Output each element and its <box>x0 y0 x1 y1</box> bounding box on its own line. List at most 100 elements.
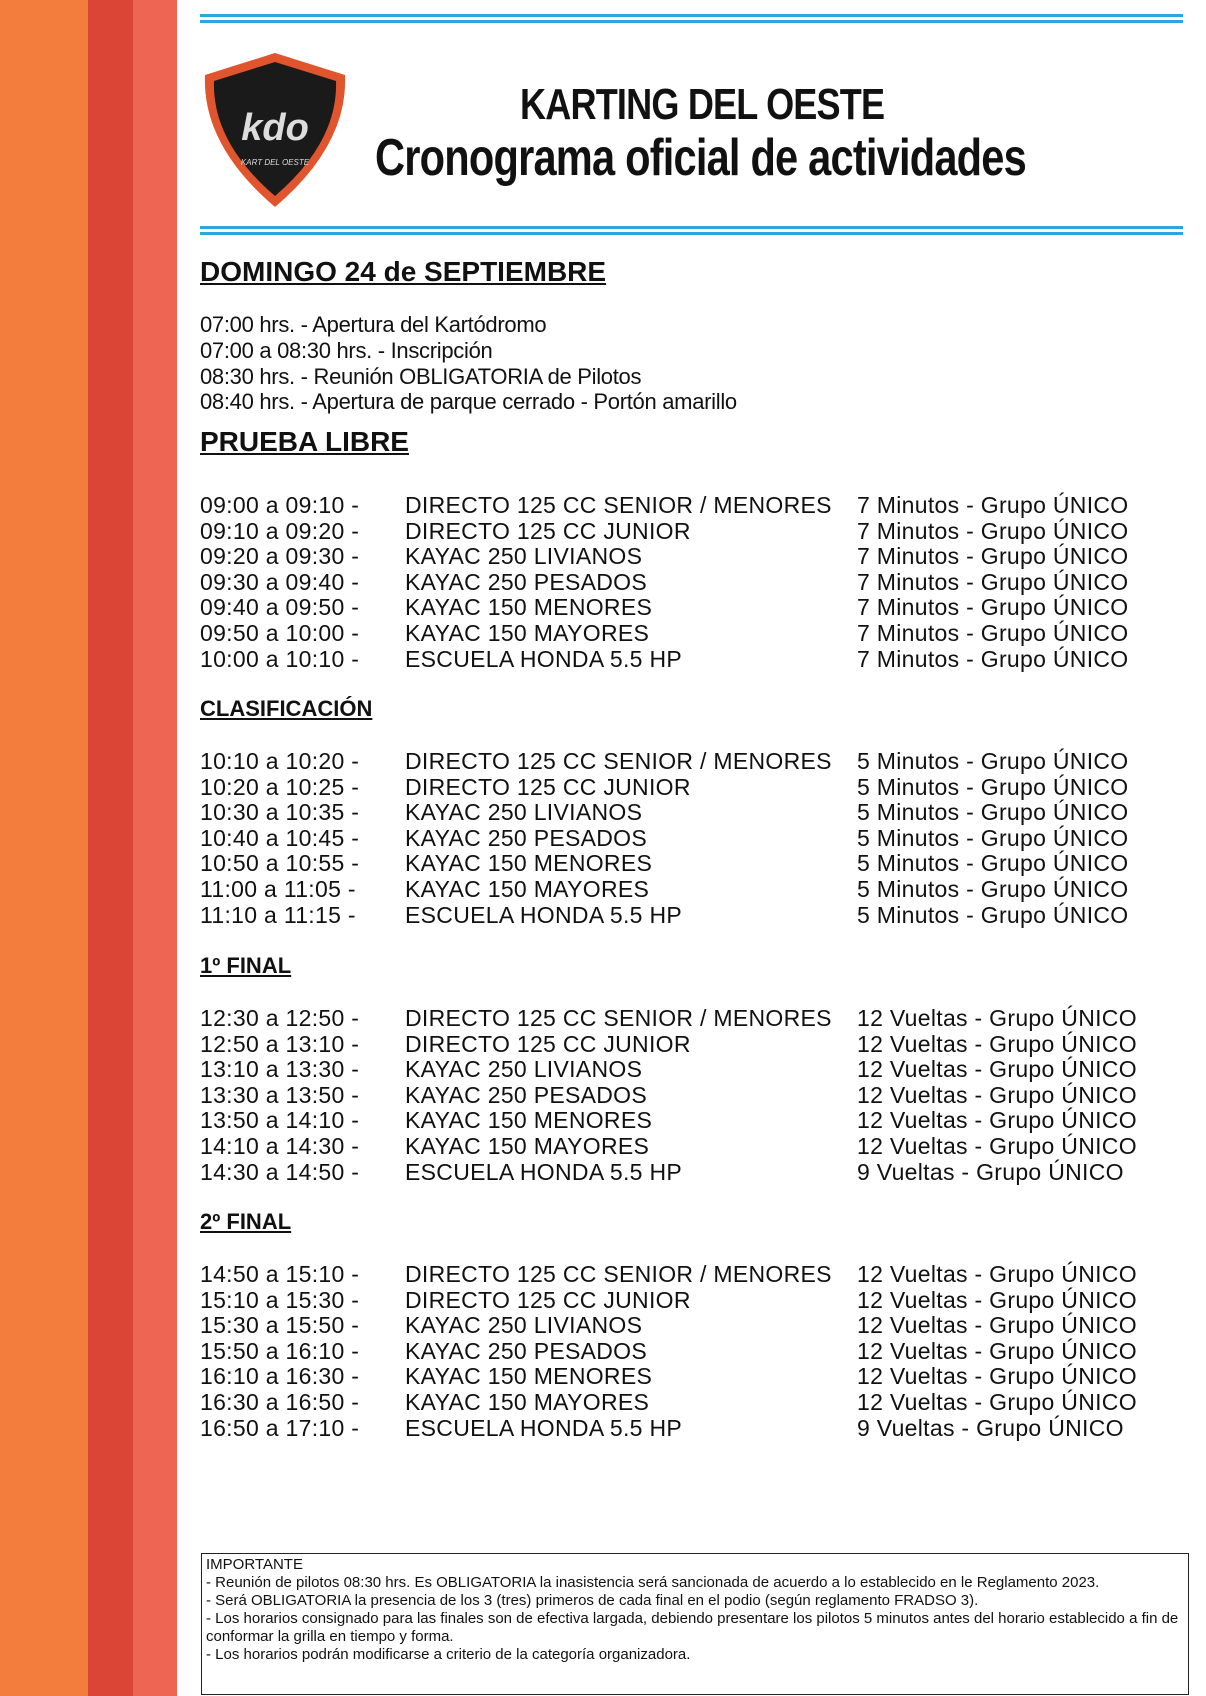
row-category: KAYAC 250 PESADOS <box>405 1081 648 1108</box>
rule <box>200 226 1183 229</box>
title: KARTING DEL OESTE <box>520 80 885 129</box>
row-category: KAYAC 150 MAYORES <box>405 620 650 646</box>
row-category: KAYAC 150 MENORES <box>405 1363 653 1390</box>
row-category: DIRECTO 125 CC JUNIOR <box>405 773 691 800</box>
row-detail: 7 Minutos - Grupo ÚNICO <box>857 620 1129 646</box>
row-category: KAYAC 150 MENORES <box>405 594 653 621</box>
row-time: 11:10 a 11:15 - <box>200 901 356 928</box>
row-time: 10:20 a 10:25 - <box>200 773 360 800</box>
row-detail: 5 Minutos - Grupo ÚNICO <box>857 850 1129 877</box>
logo-subtitle: KART DEL OESTE <box>241 158 310 167</box>
row-time: 09:00 a 09:10 - <box>200 492 360 518</box>
row-time: 16:10 a 16:30 - <box>200 1363 360 1390</box>
row-detail: 5 Minutos - Grupo ÚNICO <box>857 773 1129 800</box>
section-title: 1º FINAL <box>200 953 292 978</box>
row-category: ESCUELA HONDA 5.5 HP <box>405 901 682 928</box>
rule <box>200 20 1183 23</box>
row-time: 12:50 a 13:10 - <box>200 1030 360 1057</box>
rule <box>200 232 1183 235</box>
row-detail: 12 Vueltas - Grupo ÚNICO <box>857 1081 1137 1108</box>
row-category: DIRECTO 125 CC JUNIOR <box>405 1030 691 1057</box>
row-detail: 7 Minutos - Grupo ÚNICO <box>857 645 1129 672</box>
notes-box: IMPORTANTE - Reunión de pilotos 08:30 hr… <box>201 1553 1189 1695</box>
row-detail: 5 Minutos - Grupo ÚNICO <box>857 901 1129 928</box>
row-category: DIRECTO 125 CC SENIOR / MENORES <box>405 492 832 518</box>
row-time: 14:10 a 14:30 - <box>200 1133 360 1159</box>
row-category: DIRECTO 125 CC SENIOR / MENORES <box>405 748 832 774</box>
rule <box>200 14 1183 17</box>
row-category: DIRECTO 125 CC JUNIOR <box>405 517 691 544</box>
notes-title: IMPORTANTE <box>206 1556 303 1573</box>
row-time: 10:30 a 10:35 - <box>200 799 360 826</box>
row-detail: 7 Minutos - Grupo ÚNICO <box>857 517 1129 544</box>
row-detail: 7 Minutos - Grupo ÚNICO <box>857 492 1129 518</box>
row-time: 09:20 a 09:30 - <box>200 543 360 570</box>
row-time: 10:00 a 10:10 - <box>200 645 360 672</box>
row-time: 10:40 a 10:45 - <box>200 824 360 851</box>
row-time: 13:10 a 13:30 - <box>200 1056 360 1083</box>
row-detail: 9 Vueltas - Grupo ÚNICO <box>857 1414 1124 1441</box>
row-detail: 12 Vueltas - Grupo ÚNICO <box>857 1389 1137 1415</box>
row-time: 16:30 a 16:50 - <box>200 1389 360 1415</box>
row-category: DIRECTO 125 CC SENIOR / MENORES <box>405 1261 832 1287</box>
subtitle: Cronograma oficial de actividades <box>375 129 1027 187</box>
section-title: PRUEBA LIBRE <box>200 426 409 457</box>
note-item: - Será OBLIGATORIA la presencia de los 3… <box>206 1592 979 1609</box>
intro-line: 07:00 a 08:30 hrs. - Inscripción <box>200 337 493 363</box>
row-category: KAYAC 250 LIVIANOS <box>405 1056 643 1083</box>
row-detail: 12 Vueltas - Grupo ÚNICO <box>857 1312 1137 1339</box>
row-category: KAYAC 150 MENORES <box>405 1107 653 1134</box>
row-category: KAYAC 250 PESADOS <box>405 824 648 851</box>
row-time: 09:40 a 09:50 - <box>200 594 360 621</box>
row-time: 15:10 a 15:30 - <box>200 1286 360 1313</box>
row-time: 09:50 a 10:00 - <box>200 620 360 646</box>
row-category: KAYAC 250 PESADOS <box>405 1337 648 1364</box>
row-time: 16:50 a 17:10 - <box>200 1414 360 1441</box>
row-time: 10:50 a 10:55 - <box>200 850 360 877</box>
row-detail: 9 Vueltas - Grupo ÚNICO <box>857 1158 1124 1185</box>
note-item: - Reunión de pilotos 08:30 hrs. Es OBLIG… <box>206 1574 1100 1591</box>
row-category: KAYAC 250 PESADOS <box>405 568 648 595</box>
row-detail: 7 Minutos - Grupo ÚNICO <box>857 568 1129 595</box>
row-detail: 12 Vueltas - Grupo ÚNICO <box>857 1005 1137 1031</box>
note-item: - Los horarios consignado para las final… <box>206 1610 1179 1645</box>
row-detail: 12 Vueltas - Grupo ÚNICO <box>857 1056 1137 1083</box>
row-time: 15:30 a 15:50 - <box>200 1312 360 1339</box>
row-time: 11:00 a 11:05 - <box>200 876 356 902</box>
row-category: ESCUELA HONDA 5.5 HP <box>405 1414 682 1441</box>
logo-text: kdo <box>241 107 309 149</box>
row-time: 09:10 a 09:20 - <box>200 517 360 544</box>
row-detail: 12 Vueltas - Grupo ÚNICO <box>857 1030 1137 1057</box>
date-heading: DOMINGO 24 de SEPTIEMBRE <box>200 256 607 287</box>
stripe <box>88 0 133 1696</box>
row-detail: 5 Minutos - Grupo ÚNICO <box>857 748 1129 774</box>
stripe <box>0 0 88 1696</box>
row-detail: 7 Minutos - Grupo ÚNICO <box>857 594 1129 621</box>
row-category: DIRECTO 125 CC SENIOR / MENORES <box>405 1005 832 1031</box>
row-category: KAYAC 150 MAYORES <box>405 1133 650 1159</box>
row-time: 13:30 a 13:50 - <box>200 1081 360 1108</box>
row-detail: 12 Vueltas - Grupo ÚNICO <box>857 1286 1137 1313</box>
row-time: 14:30 a 14:50 - <box>200 1158 360 1185</box>
row-category: KAYAC 150 MAYORES <box>405 876 650 902</box>
row-detail: 5 Minutos - Grupo ÚNICO <box>857 799 1129 826</box>
row-detail: 5 Minutos - Grupo ÚNICO <box>857 824 1129 851</box>
row-time: 15:50 a 16:10 - <box>200 1337 360 1364</box>
logo: kdo KART DEL OESTE <box>204 53 346 207</box>
row-category: KAYAC 250 LIVIANOS <box>405 543 643 570</box>
row-detail: 12 Vueltas - Grupo ÚNICO <box>857 1363 1137 1390</box>
row-category: DIRECTO 125 CC JUNIOR <box>405 1286 691 1313</box>
note-item: - Los horarios podrán modificarse a crit… <box>206 1646 691 1663</box>
row-category: KAYAC 150 MAYORES <box>405 1389 650 1415</box>
row-category: KAYAC 150 MENORES <box>405 850 653 877</box>
row-time: 14:50 a 15:10 - <box>200 1261 360 1287</box>
section-title: 2º FINAL <box>200 1209 292 1234</box>
row-category: KAYAC 250 LIVIANOS <box>405 1312 643 1339</box>
row-time: 09:30 a 09:40 - <box>200 568 360 595</box>
row-time: 12:30 a 12:50 - <box>200 1005 360 1031</box>
row-category: ESCUELA HONDA 5.5 HP <box>405 645 682 672</box>
row-time: 13:50 a 14:10 - <box>200 1107 360 1134</box>
intro-line: 07:00 hrs. - Apertura del Kartódromo <box>200 312 547 337</box>
stripe <box>133 0 177 1696</box>
row-detail: 12 Vueltas - Grupo ÚNICO <box>857 1133 1137 1159</box>
